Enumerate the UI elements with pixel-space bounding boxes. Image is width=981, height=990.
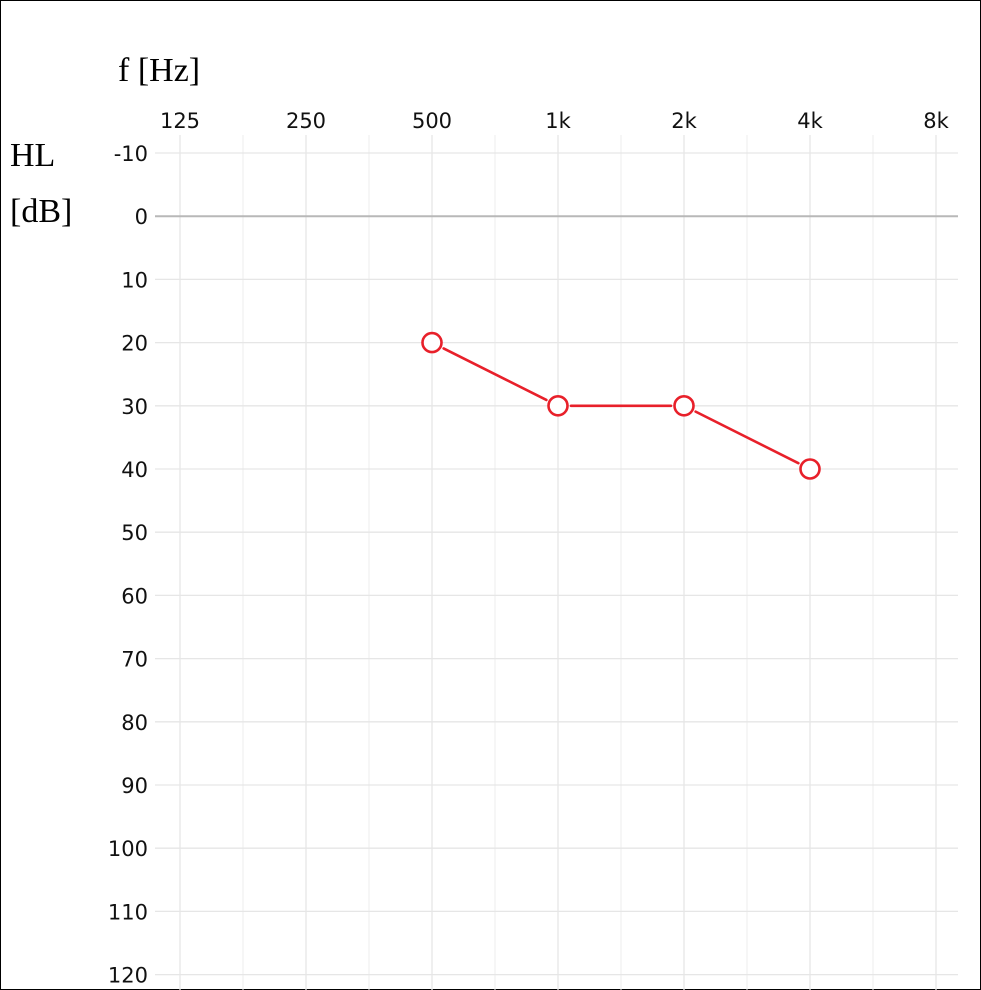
series-layer — [421, 331, 821, 480]
y-tick-label: 90 — [121, 774, 148, 798]
grid-layer — [155, 135, 958, 990]
x-tick-label: 125 — [160, 109, 200, 133]
y-axis-title-line1: HL — [10, 137, 55, 174]
x-tick-label: 500 — [412, 109, 452, 133]
x-tick-label: 4k — [797, 109, 823, 133]
y-tick-label: 0 — [135, 205, 148, 229]
series-line-segment — [694, 410, 800, 465]
x-tick-label: 250 — [286, 109, 326, 133]
y-tick-label: 10 — [121, 268, 148, 292]
x-tick-label: 8k — [923, 109, 949, 133]
y-axis-title-line2: [dB] — [10, 193, 72, 230]
series-line-segment — [442, 347, 548, 402]
y-tick-label: 30 — [121, 395, 148, 419]
tick-layer: 125 250 500 1k 2k 4k 8k -10 0 10 20 30 40 50 60 70 80 90 1… — [108, 109, 950, 988]
x-axis-title: f [Hz] — [118, 52, 200, 89]
data-point-marker — [799, 458, 821, 480]
y-tick-label: 100 — [108, 837, 148, 861]
y-tick-label: 110 — [108, 900, 148, 924]
y-tick-label: 20 — [121, 332, 148, 356]
y-tick-label: 60 — [121, 584, 148, 608]
y-tick-label: 120 — [108, 964, 148, 988]
y-tick-label: -10 — [114, 142, 148, 166]
data-point-marker — [673, 394, 695, 417]
y-tick-label: 50 — [121, 521, 148, 545]
y-tick-label: 70 — [121, 648, 148, 672]
x-tick-label: 1k — [545, 109, 571, 133]
x-tick-label: 2k — [671, 109, 697, 133]
y-tick-label: 80 — [121, 711, 148, 735]
y-tick-label: 40 — [121, 458, 148, 482]
data-point-marker — [421, 331, 443, 354]
data-point-marker — [547, 394, 569, 417]
